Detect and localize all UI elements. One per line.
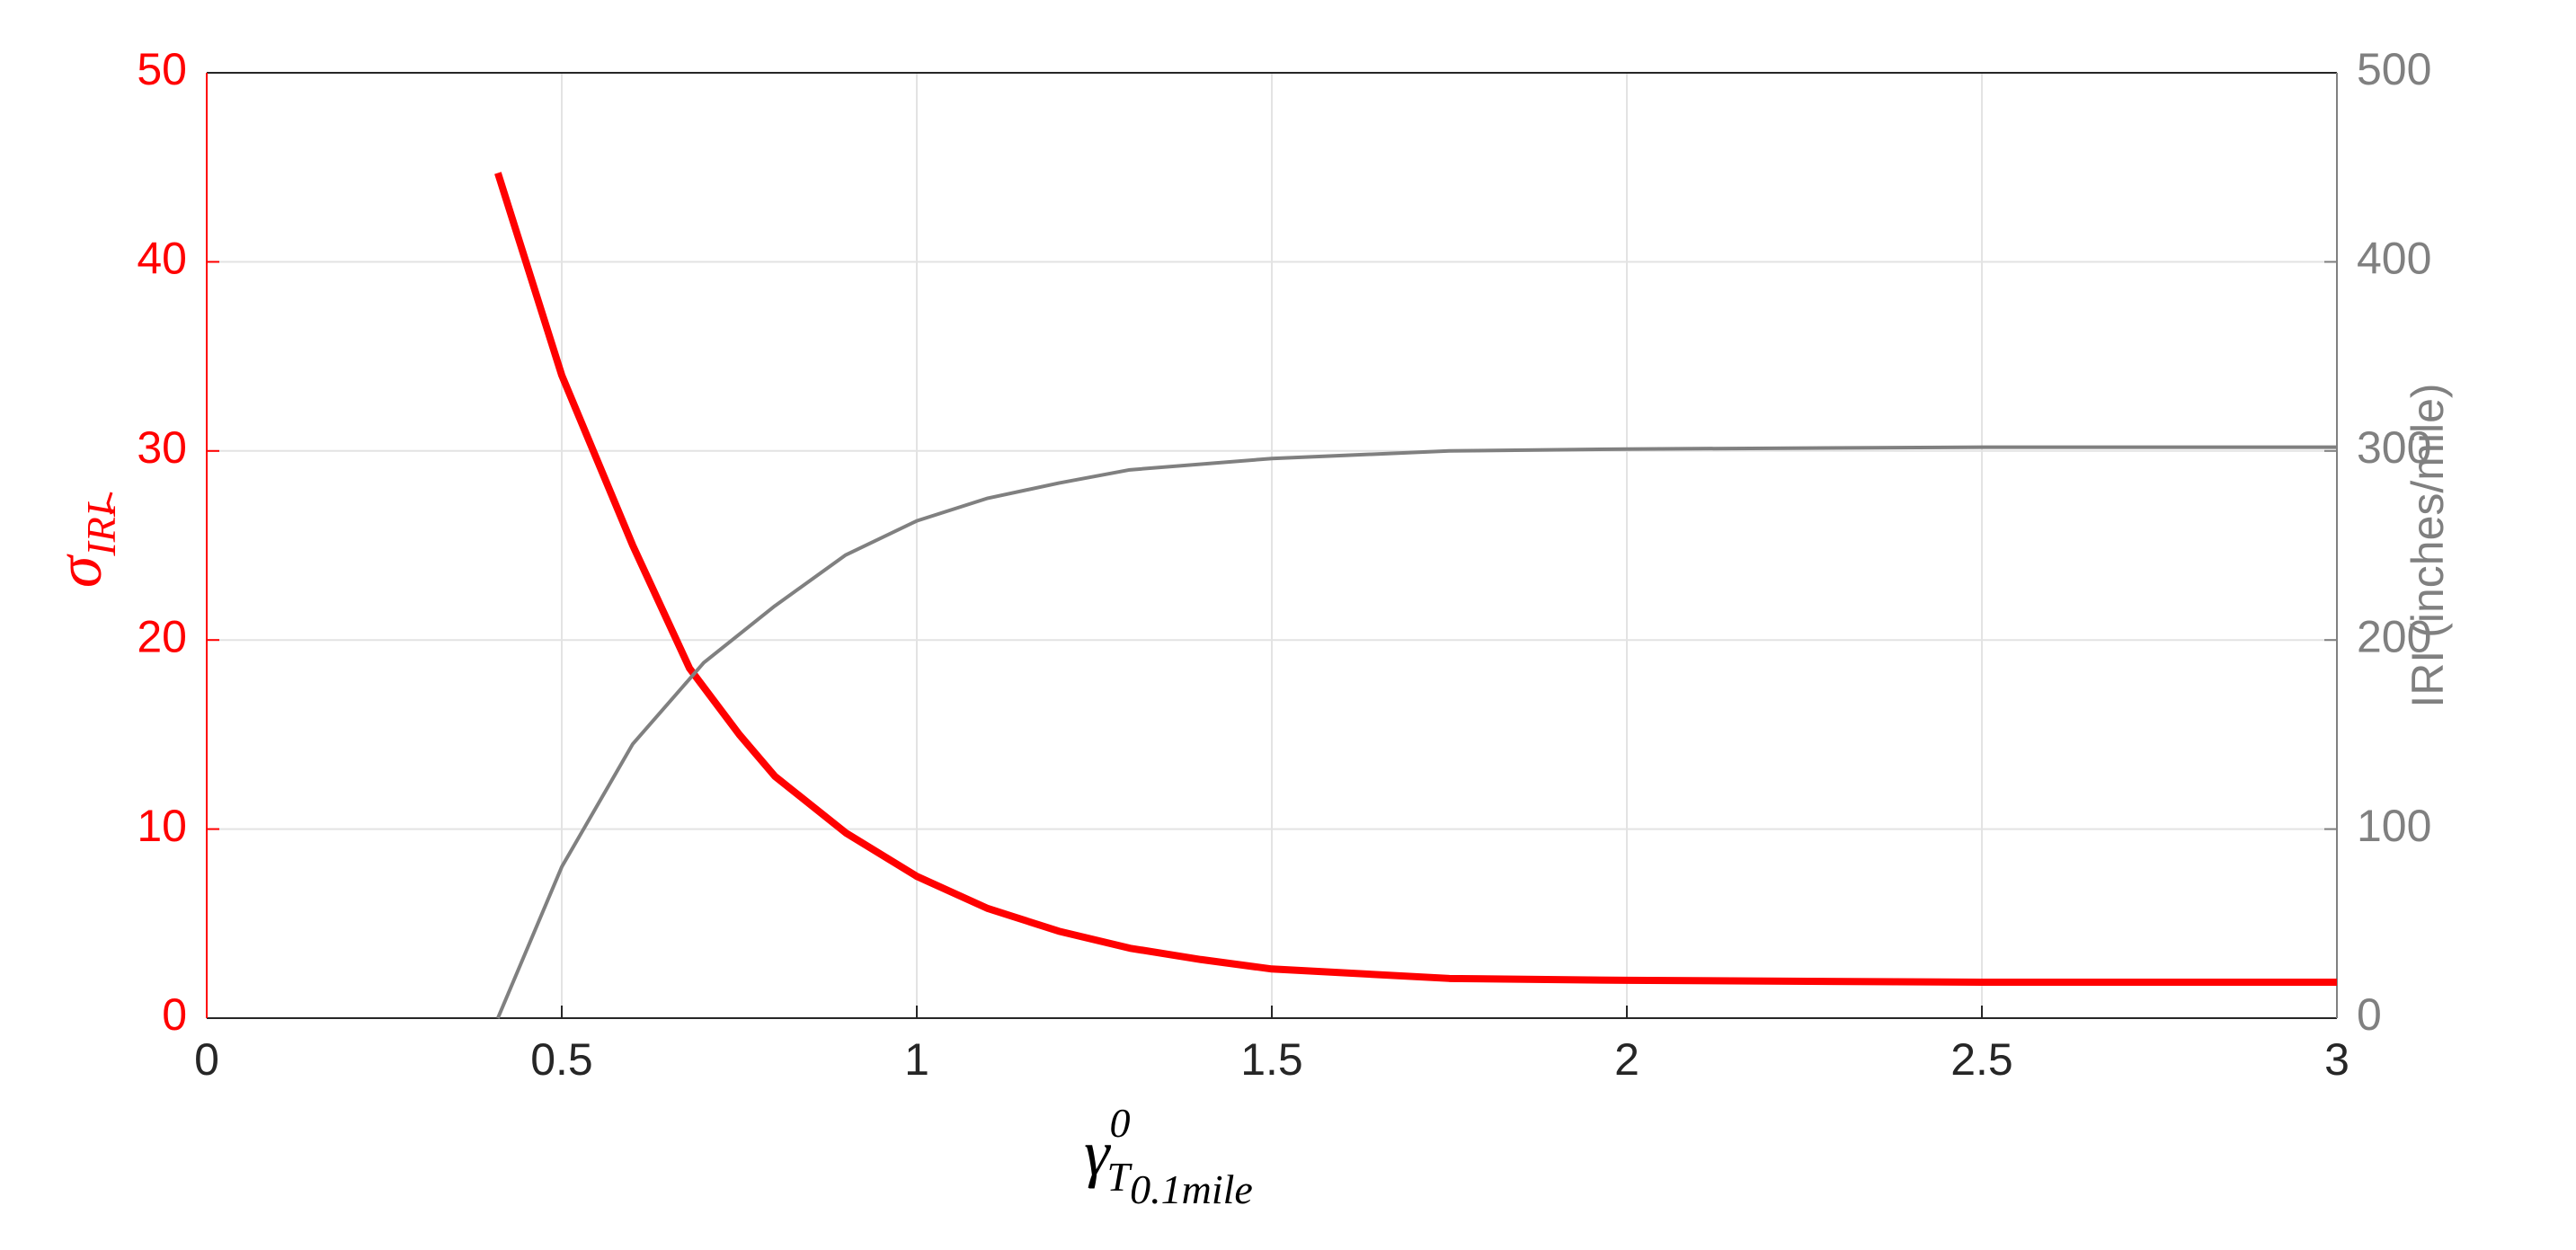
x-tick-label: 2 xyxy=(1614,1034,1639,1085)
x-tick-label: 0.5 xyxy=(530,1034,593,1085)
y-axis-label: σIRI xyxy=(43,501,124,588)
y2-tick-label: 400 xyxy=(2357,234,2431,284)
y2-axis-label: IRI (inches/mile) xyxy=(2403,383,2453,707)
y2-tick-label: 500 xyxy=(2357,44,2431,94)
y-tick-label: 40 xyxy=(137,234,187,284)
y-label-symbol: σ xyxy=(43,554,115,588)
x-tick-label: 2.5 xyxy=(1950,1034,2013,1085)
x-label-superscript: 0 xyxy=(1110,1100,1131,1146)
x-label-symbol: γ xyxy=(1084,1117,1111,1189)
y2-tick-label: 300 xyxy=(2357,422,2431,473)
line-series xyxy=(494,172,2337,987)
y-label-subscript: IRI xyxy=(78,501,124,556)
y-tick-label: 10 xyxy=(137,801,187,851)
y-tick-label: 20 xyxy=(137,611,187,661)
x-tick-label: 1.5 xyxy=(1240,1034,1303,1085)
y2-tick-label: 200 xyxy=(2357,611,2431,661)
y-label-hat xyxy=(106,492,113,515)
x-axis-label: γ0 T0.1mile xyxy=(1084,1100,1253,1212)
x-label-sub-subscript: 0.1mile xyxy=(1130,1166,1253,1212)
y2-tick-label: 100 xyxy=(2357,801,2431,851)
y-tick-label: 50 xyxy=(137,44,187,94)
x-label-subscript: T xyxy=(1107,1154,1133,1200)
x-tick-label: 1 xyxy=(904,1034,929,1085)
x-tick-label: 3 xyxy=(2324,1034,2349,1085)
line-series xyxy=(496,445,2337,1019)
y2-tick-label: 0 xyxy=(2357,989,2382,1040)
y-tick-label: 0 xyxy=(162,989,187,1040)
x-tick-label: 0 xyxy=(194,1034,219,1085)
y-tick-label: 30 xyxy=(137,422,187,473)
